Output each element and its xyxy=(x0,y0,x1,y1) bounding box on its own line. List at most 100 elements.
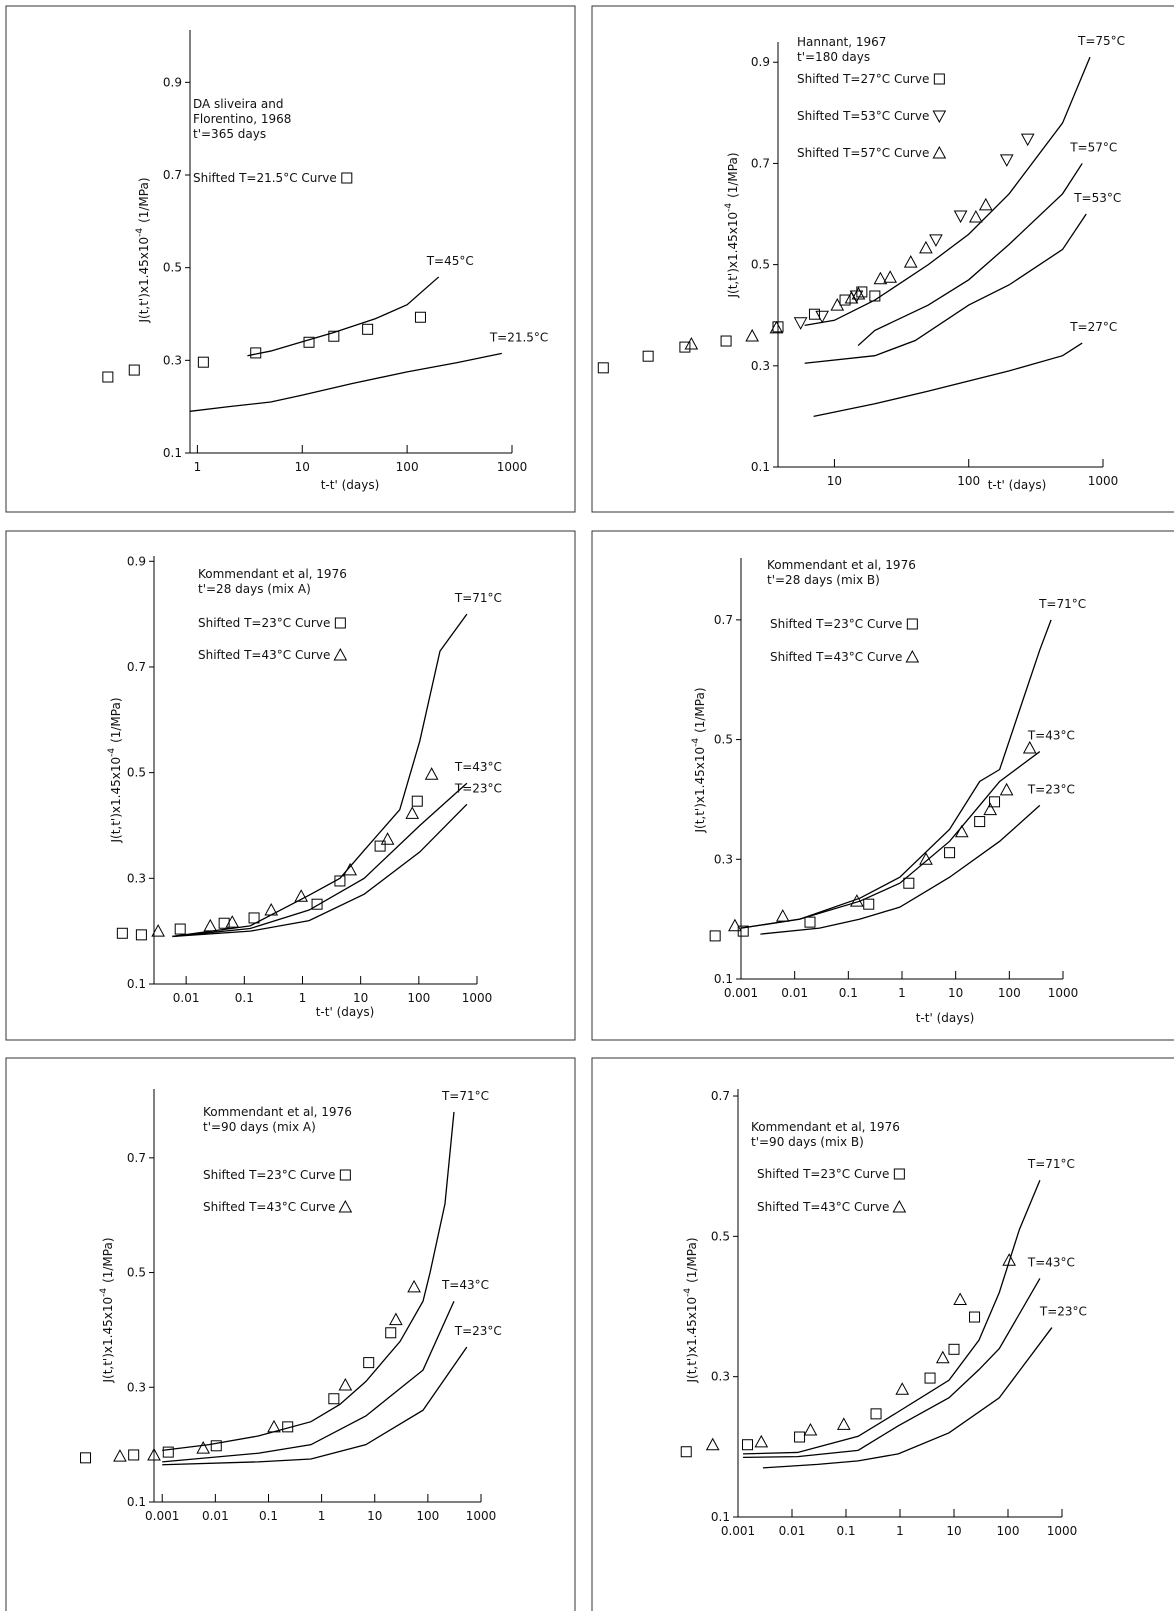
square-marker xyxy=(339,1169,351,1181)
x-tick-label: 1000 xyxy=(466,1509,497,1523)
curve xyxy=(172,613,468,938)
triangle-marker xyxy=(343,862,358,876)
curve-label: T=43°C xyxy=(441,1278,489,1292)
curve-label: T=23°C xyxy=(1027,782,1075,796)
y-tick-label: 0.3 xyxy=(714,852,733,866)
triangle-marker xyxy=(405,806,420,819)
x-tick-label: 1 xyxy=(898,986,906,1000)
x-tick-label: 100 xyxy=(396,460,419,474)
y-tick-label: 0.5 xyxy=(163,261,182,275)
legend-label: Shifted T=23°C Curve xyxy=(770,617,902,631)
square-marker xyxy=(642,350,654,362)
triangle-marker xyxy=(196,1441,211,1454)
triangle-marker xyxy=(836,1417,851,1430)
square-marker xyxy=(210,1440,222,1452)
x-tick-label: 100 xyxy=(416,1509,439,1523)
square-marker xyxy=(135,929,147,941)
panel xyxy=(591,5,1174,513)
curve-label: T=43°C xyxy=(1027,729,1075,743)
y-tick-label: 0.3 xyxy=(711,1370,730,1384)
curve xyxy=(162,1300,455,1463)
square-marker xyxy=(720,335,732,347)
y-tick-label: 0.5 xyxy=(127,1266,146,1280)
x-tick-label: 10 xyxy=(367,1509,382,1523)
square-marker xyxy=(948,1343,960,1355)
triangle-marker xyxy=(267,1419,281,1433)
triangle-marker xyxy=(999,782,1014,796)
triangle-marker xyxy=(424,767,439,780)
y-label-unit: (1/MPa) xyxy=(685,1237,699,1282)
curve xyxy=(857,163,1083,347)
y-tick-label: 0.1 xyxy=(163,446,182,460)
curve-label: T=71°C xyxy=(441,1089,489,1103)
square-marker xyxy=(218,917,230,929)
triangle-marker xyxy=(151,924,165,937)
y-label-unit: (1/MPa) xyxy=(726,152,740,197)
x-tick-label: 10 xyxy=(295,460,310,474)
square-marker xyxy=(128,1449,140,1461)
y-label-main: J(t,t')x1.45x10 xyxy=(137,237,151,324)
panel xyxy=(5,5,576,513)
triangle-down-marker xyxy=(793,317,808,330)
y-tick-label: 0.7 xyxy=(751,156,770,170)
square-marker xyxy=(839,294,851,306)
square-marker xyxy=(363,1357,375,1369)
square-marker xyxy=(328,1393,340,1405)
square-marker xyxy=(924,1372,936,1384)
square-marker xyxy=(341,172,353,184)
triangle-down-marker xyxy=(999,154,1014,167)
triangle-marker xyxy=(1022,740,1037,754)
triangle-marker xyxy=(844,290,859,304)
legend-label: Shifted T=43°C Curve xyxy=(757,1200,889,1214)
square-marker xyxy=(974,816,986,828)
panel xyxy=(591,530,1174,1041)
triangle-marker xyxy=(968,210,983,223)
square-marker xyxy=(903,877,915,889)
x-tick-label: 0.1 xyxy=(836,1524,855,1538)
y-tick-label: 0.1 xyxy=(127,1495,146,1509)
curve xyxy=(743,1179,1041,1455)
triangle-marker xyxy=(892,1199,907,1213)
triangle-down-marker xyxy=(1020,133,1035,147)
square-marker xyxy=(597,362,609,374)
x-tick-label: 100 xyxy=(997,1524,1020,1538)
square-marker xyxy=(80,1452,92,1464)
annotation: Kommendant et al, 1976 xyxy=(198,567,347,581)
curve xyxy=(172,803,468,938)
square-marker xyxy=(869,290,881,302)
triangle-marker xyxy=(754,1434,769,1448)
triangle-marker xyxy=(953,1292,967,1305)
triangle-marker xyxy=(769,320,784,334)
curve-label: T=71°C xyxy=(1027,1157,1075,1171)
triangle-down-marker xyxy=(929,234,943,247)
x-tick-label: 1 xyxy=(318,1509,326,1523)
square-marker xyxy=(362,323,374,335)
annotation: Kommendant et al, 1976 xyxy=(751,1120,900,1134)
y-label-unit: (1/MPa) xyxy=(101,1237,115,1282)
square-marker xyxy=(411,795,423,807)
y-label-exponent: -4 xyxy=(683,1288,693,1297)
curve xyxy=(247,276,440,357)
y-tick-label: 0.3 xyxy=(751,359,770,373)
triangle-marker xyxy=(203,918,218,932)
triangle-marker xyxy=(954,824,969,838)
x-tick-label: 1 xyxy=(194,460,202,474)
y-tick-label: 0.5 xyxy=(711,1229,730,1243)
y-label-exponent: -4 xyxy=(724,203,734,212)
legend-label: Shifted T=43°C Curve xyxy=(198,648,330,662)
triangle-marker xyxy=(389,1312,403,1326)
triangle-marker xyxy=(684,337,699,350)
panel xyxy=(591,1057,1174,1611)
x-tick-label: 1000 xyxy=(462,991,493,1005)
curve xyxy=(172,782,468,938)
triangle-marker xyxy=(849,894,864,907)
y-tick-label: 0.3 xyxy=(127,1380,146,1394)
triangle-marker xyxy=(113,1449,127,1462)
y-tick-label: 0.7 xyxy=(711,1089,730,1103)
triangle-marker xyxy=(873,271,888,285)
square-marker xyxy=(772,321,784,333)
y-tick-label: 0.7 xyxy=(127,660,146,674)
y-label-main: J(t,t')x1.45x10 xyxy=(693,747,707,834)
y-tick-label: 0.1 xyxy=(714,972,733,986)
legend-label: Shifted T=27°C Curve xyxy=(797,72,929,86)
